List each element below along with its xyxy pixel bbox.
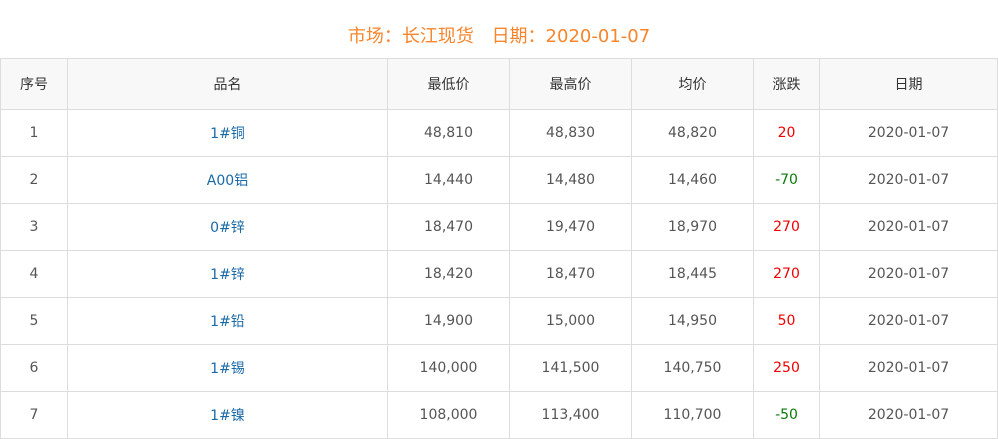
table-row: 3 0#锌 18,470 19,470 18,970 270 2020-01-07 <box>0 203 998 251</box>
table-row: 2 A00铝 14,440 14,480 14,460 -70 2020-01-07 <box>0 156 998 204</box>
cell-high: 113,400 <box>509 391 632 439</box>
market-label: 市场：长江现货 <box>347 26 474 47</box>
cell-date: 2020-01-07 <box>819 203 998 251</box>
cell-low: 140,000 <box>387 344 510 392</box>
header-col-no: 序号 <box>0 58 68 110</box>
header-col-date: 日期 <box>819 58 998 110</box>
cell-name[interactable]: 1#铅 <box>67 297 388 345</box>
cell-low: 18,420 <box>387 250 510 298</box>
cell-date: 2020-01-07 <box>819 344 998 392</box>
cell-high: 18,470 <box>509 250 632 298</box>
table-header-row: 序号 品名 最低价 最高价 均价 涨跌 日期 <box>0 58 998 110</box>
header-col-name: 品名 <box>67 58 388 110</box>
cell-date: 2020-01-07 <box>819 297 998 345</box>
cell-change: 50 <box>753 297 820 345</box>
cell-name[interactable]: 1#铜 <box>67 109 388 157</box>
cell-change: 20 <box>753 109 820 157</box>
cell-change: 250 <box>753 344 820 392</box>
cell-low: 108,000 <box>387 391 510 439</box>
cell-no: 3 <box>0 203 68 251</box>
cell-change: 270 <box>753 250 820 298</box>
cell-name[interactable]: 1#锡 <box>67 344 388 392</box>
cell-name[interactable]: 1#镍 <box>67 391 388 439</box>
cell-low: 18,470 <box>387 203 510 251</box>
cell-avg: 18,445 <box>631 250 754 298</box>
cell-date: 2020-01-07 <box>819 109 998 157</box>
table-row: 1 1#铜 48,810 48,830 48,820 20 2020-01-07 <box>0 109 998 157</box>
page-title: 市场：长江现货 日期：2020-01-07 <box>0 0 998 58</box>
header-col-avg: 均价 <box>631 58 754 110</box>
header-col-change: 涨跌 <box>753 58 820 110</box>
cell-date: 2020-01-07 <box>819 391 998 439</box>
cell-name[interactable]: 0#锌 <box>67 203 388 251</box>
price-table: 序号 品名 最低价 最高价 均价 涨跌 日期 1 1#铜 48,810 48,830 48,820 2… <box>0 58 998 439</box>
cell-avg: 48,820 <box>631 109 754 157</box>
cell-high: 141,500 <box>509 344 632 392</box>
cell-high: 14,480 <box>509 156 632 204</box>
cell-high: 19,470 <box>509 203 632 251</box>
cell-name[interactable]: 1#锌 <box>67 250 388 298</box>
table-row: 5 1#铅 14,900 15,000 14,950 50 2020-01-07 <box>0 297 998 345</box>
cell-avg: 110,700 <box>631 391 754 439</box>
cell-avg: 18,970 <box>631 203 754 251</box>
cell-no: 2 <box>0 156 68 204</box>
cell-no: 6 <box>0 344 68 392</box>
cell-no: 4 <box>0 250 68 298</box>
cell-high: 15,000 <box>509 297 632 345</box>
cell-avg: 14,950 <box>631 297 754 345</box>
cell-date: 2020-01-07 <box>819 156 998 204</box>
cell-change: 270 <box>753 203 820 251</box>
cell-no: 1 <box>0 109 68 157</box>
header-col-high: 最高价 <box>509 58 632 110</box>
table-row: 7 1#镍 108,000 113,400 110,700 -50 2020-01-07 <box>0 391 998 439</box>
table-row: 6 1#锡 140,000 141,500 140,750 250 2020-01-07 <box>0 344 998 392</box>
cell-low: 48,810 <box>387 109 510 157</box>
date-label: 日期：2020-01-07 <box>491 26 651 47</box>
cell-avg: 140,750 <box>631 344 754 392</box>
cell-low: 14,900 <box>387 297 510 345</box>
header-col-low: 最低价 <box>387 58 510 110</box>
cell-avg: 14,460 <box>631 156 754 204</box>
cell-name[interactable]: A00铝 <box>67 156 388 204</box>
cell-no: 7 <box>0 391 68 439</box>
table-row: 4 1#锌 18,420 18,470 18,445 270 2020-01-07 <box>0 250 998 298</box>
cell-high: 48,830 <box>509 109 632 157</box>
cell-no: 5 <box>0 297 68 345</box>
cell-change: -70 <box>753 156 820 204</box>
cell-change: -50 <box>753 391 820 439</box>
cell-low: 14,440 <box>387 156 510 204</box>
cell-date: 2020-01-07 <box>819 250 998 298</box>
